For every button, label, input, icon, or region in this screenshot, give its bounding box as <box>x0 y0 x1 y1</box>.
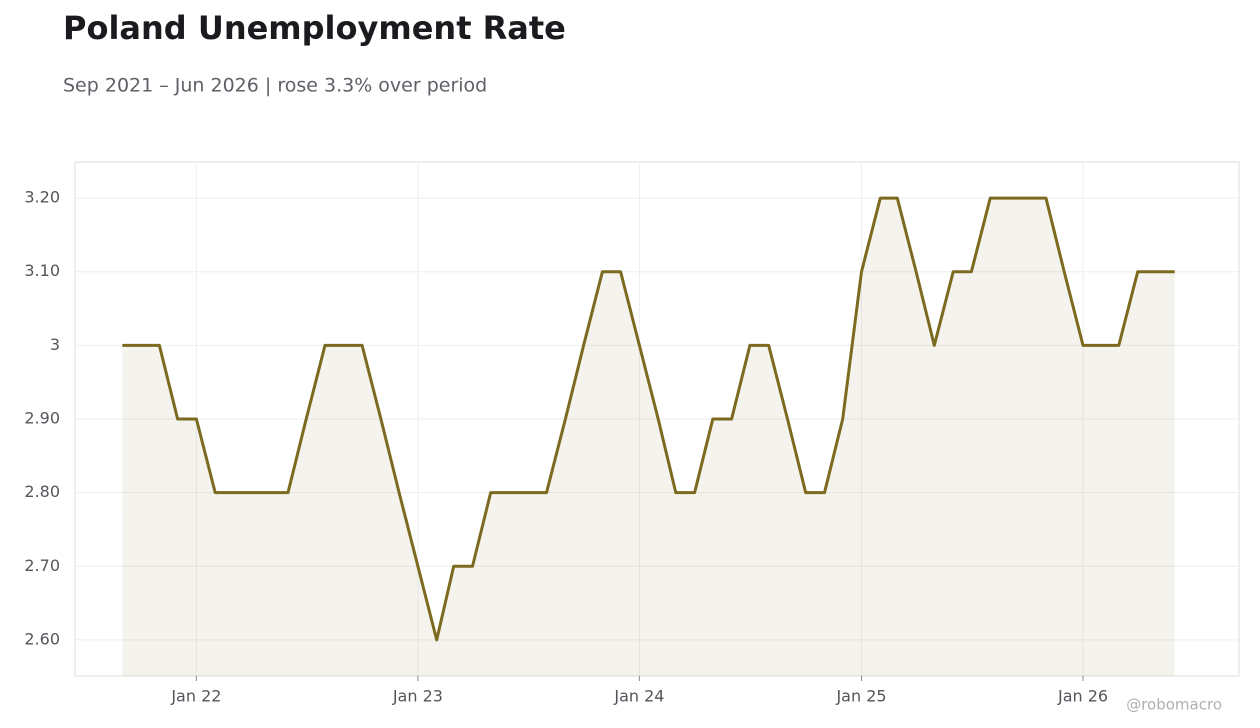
y-tick-label: 2.60 <box>24 629 60 648</box>
y-tick-label: 2.90 <box>24 409 60 428</box>
x-tick-label: Jan 23 <box>392 687 443 706</box>
x-tick-label: Jan 26 <box>1057 687 1108 706</box>
x-tick-label: Jan 25 <box>835 687 886 706</box>
watermark: @robomacro <box>1126 696 1222 714</box>
y-tick-label: 3.10 <box>24 261 60 280</box>
y-tick-label: 3 <box>50 335 60 354</box>
x-tick-label: Jan 24 <box>613 687 664 706</box>
y-tick-label: 2.70 <box>24 556 60 575</box>
chart-subtitle: Sep 2021 – Jun 2026 | rose 3.3% over per… <box>63 75 487 97</box>
x-tick-label: Jan 22 <box>170 687 221 706</box>
y-tick-label: 3.20 <box>24 188 60 207</box>
chart-title: Poland Unemployment Rate <box>63 9 566 47</box>
line <box>122 196 1175 642</box>
area <box>122 198 1175 676</box>
y-tick-label: 2.80 <box>24 482 60 501</box>
